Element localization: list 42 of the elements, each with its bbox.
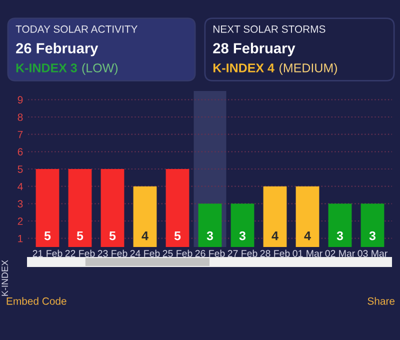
y-axis-title: K-INDEX [2, 260, 8, 296]
x-tick-label: 23 Feb [98, 250, 128, 257]
data-label: 4 [272, 231, 278, 240]
data-label: 4 [304, 231, 311, 240]
data-label: 4 [142, 231, 148, 240]
x-tick-label: 02 Mar [325, 250, 355, 257]
y-tick-label: 6 [18, 148, 23, 156]
x-tick-label: 27 Feb [228, 250, 258, 257]
data-label: 3 [336, 231, 344, 240]
text: K-INDEX 4 [213, 64, 274, 72]
data-label: 5 [109, 231, 116, 240]
text: 26 February [16, 42, 98, 56]
text: NEXT SOLAR STORMS [214, 25, 326, 33]
text: K-INDEX 3 [16, 64, 77, 72]
y-tick-label: 3 [18, 200, 23, 208]
y-tick-label: 8 [18, 114, 23, 121]
data-label: 5 [44, 231, 51, 240]
data-label: 5 [76, 231, 84, 240]
x-tick-label: 25 Feb [162, 250, 192, 257]
x-tick-label: 28 Feb [260, 250, 290, 257]
text: Embed Code [6, 297, 66, 305]
y-tick-label: 5 [18, 166, 23, 173]
x-tick-label: 03 Mar [358, 250, 388, 257]
data-label: 3 [369, 231, 376, 240]
text: Share [368, 297, 395, 305]
text: (LOW) [82, 63, 118, 75]
y-tick-label: 2 [18, 218, 23, 225]
y-tick-label: 7 [18, 130, 23, 138]
text: 28 February [213, 42, 296, 56]
y-tick-label: 1 [18, 234, 23, 242]
x-tick-label: 24 Feb [130, 250, 160, 257]
y-tick-label: 4 [18, 182, 23, 190]
x-tick-label: 22 Feb [65, 250, 95, 257]
text: (MEDIUM) [280, 63, 337, 75]
x-tick-label: 01 Mar [292, 250, 322, 257]
x-tick-label: 21 Feb [32, 250, 62, 257]
y-tick-label: 9 [18, 96, 23, 104]
data-label: 3 [206, 231, 214, 240]
data-label: 5 [174, 231, 181, 240]
x-tick-label: 26 Feb [195, 250, 225, 257]
data-label: 3 [239, 231, 246, 240]
text: TODAY SOLAR ACTIVITY [16, 25, 138, 33]
